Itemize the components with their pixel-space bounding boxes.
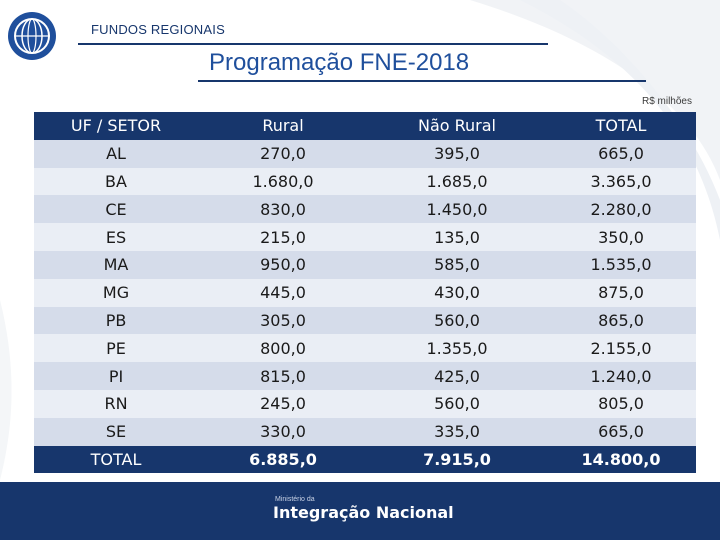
cell-uf: BA	[105, 171, 127, 191]
cell-rural: 330,0	[260, 422, 306, 442]
cell-total: 1.535,0	[590, 255, 652, 275]
footer-brand: Integração Nacional	[273, 503, 454, 522]
cell-rural: 1.680,0	[252, 171, 314, 191]
cell-nao-rural: 1.685,0	[426, 171, 488, 191]
cell-total: 875,0	[598, 283, 644, 303]
units-note: R$ milhões	[641, 96, 692, 107]
table-total-row: TOTAL 6.885,0 7.915,0 14.800,0	[34, 445, 696, 474]
cell-nao-rural: 135,0	[434, 227, 480, 247]
table-row: PB 305,0 560,0 865,0	[34, 306, 696, 335]
programming-table: UF / SETOR Rural Não Rural TOTAL AL 270,…	[34, 112, 696, 474]
cell-rural: 830,0	[260, 199, 306, 219]
cell-rural: 800,0	[260, 338, 306, 358]
cell-rural: 950,0	[260, 255, 306, 275]
footer-bar	[0, 482, 720, 540]
cell-rural: 270,0	[260, 144, 306, 164]
table-row: MG 445,0 430,0 875,0	[34, 278, 696, 307]
cell-uf: CE	[105, 199, 127, 219]
cell-total: 665,0	[598, 422, 644, 442]
table-row: ES 215,0 135,0 350,0	[34, 223, 696, 251]
cell-uf: MG	[102, 283, 130, 303]
table-row: BA 1.680,0 1.685,0 3.365,0	[34, 167, 696, 196]
section-label: FUNDOS REGIONAIS	[91, 22, 225, 37]
table-row: PE 800,0 1.355,0 2.155,0	[34, 334, 696, 363]
column-header-total: TOTAL	[595, 116, 647, 136]
cell-total: 2.280,0	[590, 199, 652, 219]
header-divider	[78, 43, 548, 45]
cell-nao-rural: 430,0	[434, 283, 480, 303]
total-rural: 6.885,0	[249, 449, 317, 469]
column-header-nao-rural: Não Rural	[417, 116, 496, 136]
table-header-row: UF / SETOR Rural Não Rural TOTAL	[34, 112, 696, 140]
page-title: Programação FNE-2018	[209, 49, 470, 76]
cell-nao-rural: 425,0	[434, 366, 480, 386]
cell-nao-rural: 560,0	[434, 310, 480, 330]
cell-nao-rural: 585,0	[434, 255, 480, 275]
cell-rural: 445,0	[260, 283, 306, 303]
cell-uf: AL	[106, 144, 126, 164]
cell-nao-rural: 335,0	[434, 422, 480, 442]
total-nao-rural: 7.915,0	[423, 449, 491, 469]
cell-uf: PI	[108, 366, 124, 386]
cell-uf: ES	[105, 227, 127, 247]
cell-nao-rural: 560,0	[434, 394, 480, 414]
table-row: MA 950,0 585,0 1.535,0	[34, 250, 696, 279]
cell-nao-rural: 1.450,0	[426, 199, 488, 219]
cell-uf: MA	[103, 255, 129, 275]
cell-total: 1.240,0	[590, 366, 652, 386]
cell-rural: 305,0	[260, 310, 306, 330]
column-header-rural: Rural	[262, 116, 304, 136]
cell-total: 350,0	[598, 227, 644, 247]
title-divider	[198, 80, 646, 82]
total-total: 14.800,0	[581, 449, 661, 469]
cell-uf: SE	[105, 422, 127, 442]
cell-rural: 815,0	[260, 366, 306, 386]
cell-nao-rural: 395,0	[434, 144, 480, 164]
table-row: SE 330,0 335,0 665,0	[34, 417, 696, 446]
cell-total: 2.155,0	[590, 338, 652, 358]
footer-ministry-prefix: Ministério da	[275, 496, 315, 503]
cell-rural: 245,0	[260, 394, 306, 414]
cell-uf: PB	[105, 310, 127, 330]
cell-total: 3.365,0	[590, 171, 652, 191]
table-row: CE 830,0 1.450,0 2.280,0	[34, 195, 696, 224]
ministry-logo	[6, 10, 58, 62]
cell-uf: RN	[104, 394, 128, 414]
cell-total: 805,0	[598, 394, 644, 414]
total-label: TOTAL	[90, 449, 142, 469]
cell-nao-rural: 1.355,0	[426, 338, 488, 358]
table-row: PI 815,0 425,0 1.240,0	[34, 362, 696, 390]
circular-emblem-icon	[8, 12, 56, 60]
cell-total: 865,0	[598, 310, 644, 330]
cell-uf: PE	[106, 338, 126, 358]
column-header-uf: UF / SETOR	[70, 116, 162, 136]
table-row: AL 270,0 395,0 665,0	[34, 139, 696, 168]
cell-total: 665,0	[598, 144, 644, 164]
table-row: RN 245,0 560,0 805,0	[34, 389, 696, 418]
cell-rural: 215,0	[260, 227, 306, 247]
